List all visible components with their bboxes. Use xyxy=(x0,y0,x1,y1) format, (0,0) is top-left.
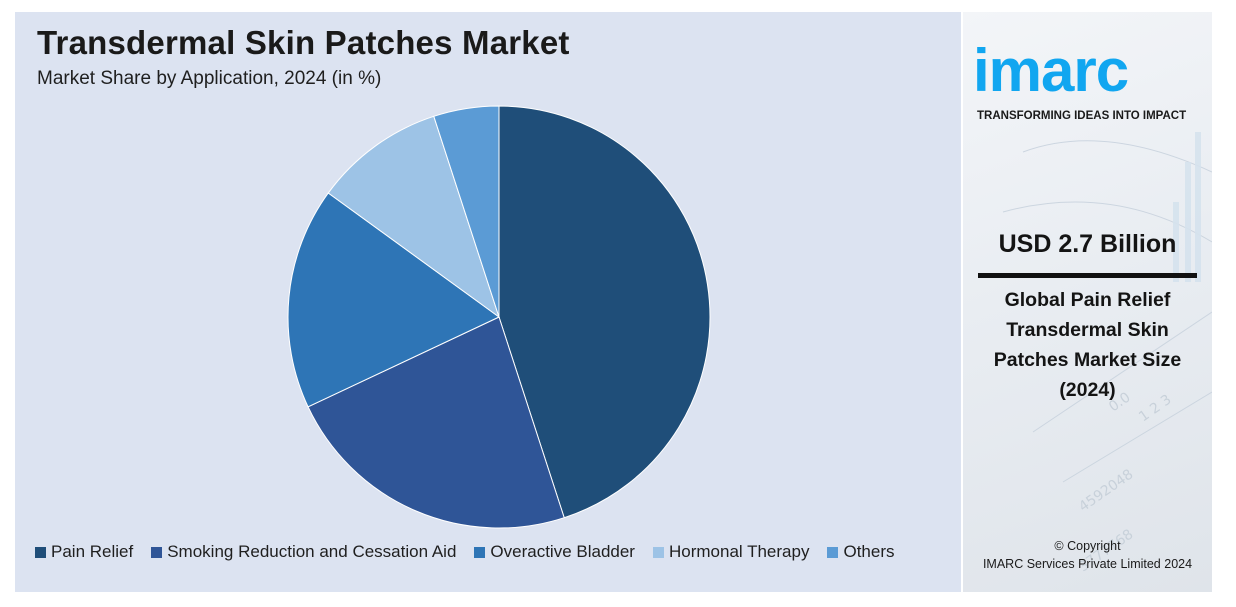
copyright-line-1: © Copyright xyxy=(1054,539,1121,553)
background-decoration: 0.0 1 2 3 4592048 3777768 xyxy=(1002,132,1212,575)
legend-swatch xyxy=(652,546,664,558)
legend-label: Others xyxy=(843,542,895,561)
legend-swatch xyxy=(35,546,46,558)
market-size-description: Global Pain Relief Transdermal Skin Patc… xyxy=(993,289,1182,401)
legend-label: Hormonal Therapy xyxy=(668,542,810,561)
legend-item[interactable]: Overactive Bladder xyxy=(474,542,635,562)
pie-slice-overactive-bladder[interactable] xyxy=(287,192,500,408)
legend-label: Smoking Reduction and Cessation Aid xyxy=(167,542,457,561)
copyright: © Copyright IMARC Services Private Limit… xyxy=(963,537,1212,573)
market-size-value: USD 2.7 Billion xyxy=(998,230,1177,258)
chart-title: Transdermal Skin Patches Market xyxy=(37,24,570,61)
legend-label: Pain Relief xyxy=(51,542,134,561)
chart-panel: Transdermal Skin Patches Market Market S… xyxy=(15,12,961,592)
legend-swatch xyxy=(474,546,486,558)
logo-tagline: TRANSFORMING IDEAS INTO IMPACT xyxy=(977,110,1187,122)
pie-slice-pain-relief[interactable] xyxy=(498,105,711,519)
imarc-logo[interactable]: imarc TRANSFORMING IDEAS INTO IMPACT xyxy=(973,22,1205,132)
pie-slice-others[interactable] xyxy=(433,105,500,318)
chart-subtitle: Market Share by Application, 2024 (in %) xyxy=(37,68,382,89)
pie-slice-hormonal-therapy[interactable] xyxy=(327,115,500,319)
logo-wordmark: imarc xyxy=(973,37,1129,104)
legend-swatch xyxy=(151,546,163,558)
copyright-line-2: IMARC Services Private Limited 2024 xyxy=(982,557,1193,571)
info-sidebar: 0.0 1 2 3 4592048 3777768 imarc TRANSFOR… xyxy=(963,12,1212,592)
legend-item[interactable]: Pain Relief xyxy=(35,542,133,562)
chart-legend: Pain Relief Smoking Reduction and Cessati… xyxy=(35,542,965,562)
legend-item[interactable]: Others xyxy=(827,542,895,562)
divider xyxy=(978,273,1197,278)
svg-text:4592048: 4592048 xyxy=(1076,466,1136,515)
legend-swatch xyxy=(827,546,839,558)
legend-item[interactable]: Smoking Reduction and Cessation Aid xyxy=(151,542,456,562)
pie-slice-smoking-reduction-and-cessation-aid[interactable] xyxy=(307,316,565,529)
legend-item[interactable]: Hormonal Therapy xyxy=(652,542,810,562)
pie-chart xyxy=(287,105,711,529)
legend-label: Overactive Bladder xyxy=(490,542,635,561)
